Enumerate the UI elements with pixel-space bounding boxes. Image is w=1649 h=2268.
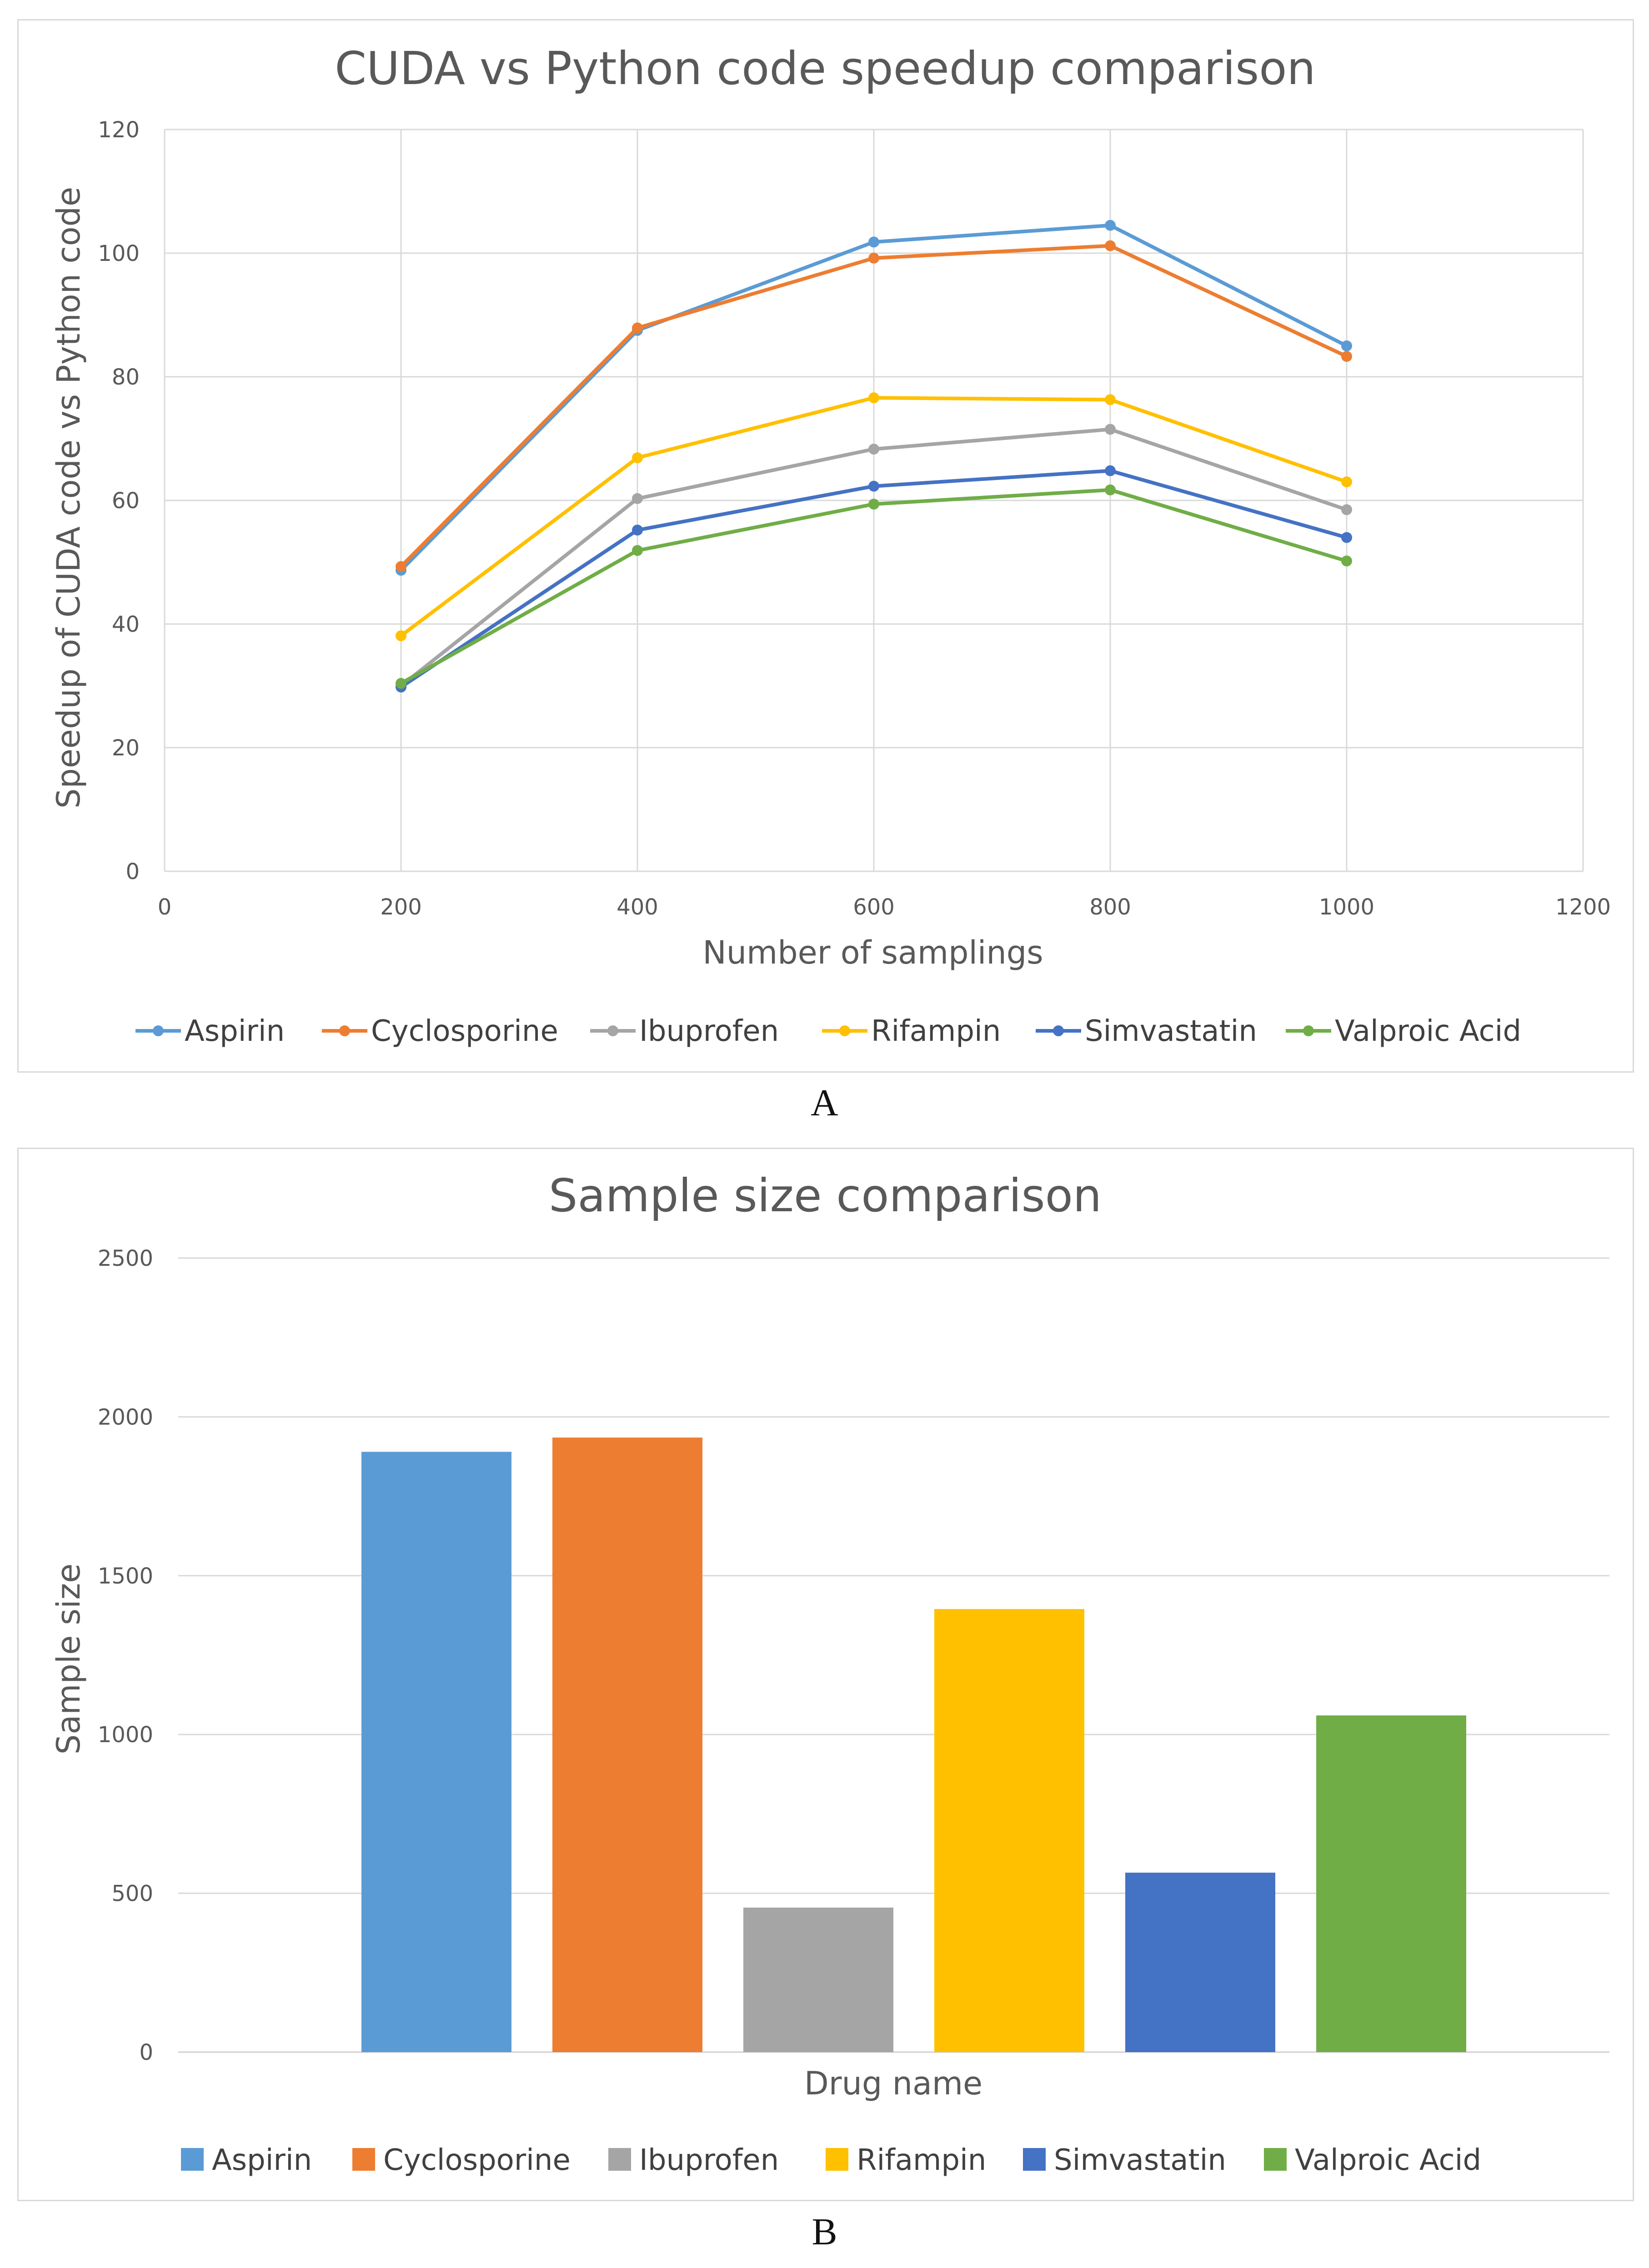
bar-aspirin bbox=[361, 1452, 511, 2052]
chart-b-y-tick-label: 1500 bbox=[98, 1564, 153, 1589]
legend-marker-rifampin bbox=[839, 1025, 850, 1036]
chart-b-y-tick-label: 500 bbox=[111, 1881, 153, 1907]
chart-a-gridlines bbox=[164, 129, 1584, 872]
data-point-valproic-acid bbox=[868, 499, 879, 510]
legend-marker-aspirin bbox=[153, 1025, 164, 1036]
speedup-chart-panel bbox=[17, 19, 1634, 1073]
legend-label-aspirin: Aspirin bbox=[212, 2143, 312, 2177]
legend-swatch-simvastatin bbox=[1023, 2148, 1046, 2171]
panel-label-b: B bbox=[812, 2211, 837, 2253]
chart-a-y-tick-label: 0 bbox=[125, 859, 140, 884]
data-point-simvastatin bbox=[1105, 465, 1116, 476]
legend-swatch-cyclosporine bbox=[352, 2148, 375, 2171]
data-point-rifampin bbox=[1341, 476, 1352, 488]
chart-a-x-tick-label: 0 bbox=[158, 894, 172, 920]
legend-label-simvastatin: Simvastatin bbox=[1054, 2143, 1226, 2177]
chart-a-y-tick-label: 120 bbox=[98, 117, 140, 143]
legend-label-cyclosporine: Cyclosporine bbox=[383, 2143, 571, 2177]
legend-marker-ibuprofen bbox=[607, 1025, 618, 1036]
chart-b-y-tick-label: 1000 bbox=[98, 1722, 153, 1748]
data-point-cyclosporine bbox=[396, 561, 406, 572]
chart-a-y-tick-label: 40 bbox=[112, 612, 140, 637]
chart-a-title: CUDA vs Python code speedup comparison bbox=[335, 42, 1316, 95]
chart-b-tick-labels: 0 500 1000 1500 2000 2500 bbox=[98, 1246, 153, 2065]
bar-simvastatin bbox=[1125, 1873, 1275, 2052]
data-point-ibuprofen bbox=[1341, 504, 1352, 515]
data-point-simvastatin bbox=[868, 480, 879, 492]
data-point-valproic-acid bbox=[1105, 484, 1116, 495]
legend-swatch-rifampin bbox=[826, 2148, 848, 2171]
chart-a-y-tick-label: 60 bbox=[112, 488, 140, 514]
chart-a-x-tick-label: 1000 bbox=[1319, 894, 1374, 920]
legend-label-rifampin: Rifampin bbox=[857, 2143, 986, 2177]
data-point-aspirin bbox=[1105, 220, 1116, 231]
data-point-cyclosporine bbox=[1105, 240, 1116, 251]
chart-a-x-axis-title: Number of samplings bbox=[702, 934, 1043, 971]
data-point-valproic-acid bbox=[1341, 555, 1352, 567]
chart-a-legend: Aspirin Cyclosporine Ibuprofen Rifampin Simv… bbox=[135, 1014, 1521, 1048]
chart-a-y-tick-label: 100 bbox=[98, 241, 140, 266]
legend-swatch-ibuprofen bbox=[608, 2148, 631, 2171]
data-point-simvastatin bbox=[1341, 532, 1352, 543]
data-point-cyclosporine bbox=[868, 252, 879, 264]
data-point-ibuprofen bbox=[632, 493, 643, 504]
legend-marker-cyclosporine bbox=[339, 1025, 350, 1036]
chart-b-x-axis-title: Drug name bbox=[804, 2065, 982, 2102]
legend-label-rifampin: Rifampin bbox=[871, 1014, 1001, 1048]
legend-label-valproic-acid: Valproic Acid bbox=[1295, 2143, 1481, 2177]
legend-label-ibuprofen: Ibuprofen bbox=[639, 2143, 779, 2177]
chart-b-legend: Aspirin Cyclosporine Ibuprofen Rifampin Simv… bbox=[181, 2143, 1481, 2177]
legend-label-valproic-acid: Valproic Acid bbox=[1335, 1014, 1521, 1048]
data-point-ibuprofen bbox=[868, 444, 879, 455]
chart-a-y-tick-label: 20 bbox=[112, 735, 140, 761]
chart-b-title: Sample size comparison bbox=[549, 1169, 1102, 1222]
panel-label-a: A bbox=[811, 1082, 838, 1124]
chart-a-x-tick-label: 1200 bbox=[1555, 894, 1611, 920]
legend-label-cyclosporine: Cyclosporine bbox=[371, 1014, 558, 1048]
bar-valproic-acid bbox=[1316, 1715, 1466, 2052]
data-point-cyclosporine bbox=[632, 322, 643, 334]
bar-rifampin bbox=[934, 1609, 1084, 2052]
chart-b-y-tick-label: 2000 bbox=[98, 1404, 153, 1430]
legend-swatch-valproic-acid bbox=[1264, 2148, 1287, 2171]
data-point-ibuprofen bbox=[1105, 424, 1116, 435]
legend-marker-valproic-acid bbox=[1303, 1025, 1314, 1036]
data-point-rifampin bbox=[632, 452, 643, 464]
legend-swatch-aspirin bbox=[181, 2148, 204, 2171]
data-point-rifampin bbox=[868, 392, 879, 404]
data-point-valproic-acid bbox=[396, 678, 406, 689]
data-point-simvastatin bbox=[632, 525, 643, 536]
legend-label-simvastatin: Simvastatin bbox=[1085, 1014, 1257, 1048]
data-point-aspirin bbox=[1341, 340, 1352, 351]
chart-b-y-tick-label: 0 bbox=[139, 2040, 153, 2065]
chart-a-x-tick-label: 600 bbox=[853, 894, 895, 920]
legend-label-aspirin: Aspirin bbox=[185, 1014, 285, 1048]
chart-b-y-tick-label: 2500 bbox=[98, 1246, 153, 1271]
chart-a-y-axis-title: Speedup of CUDA code vs Python code bbox=[50, 187, 87, 809]
data-point-rifampin bbox=[396, 630, 406, 641]
data-point-rifampin bbox=[1105, 394, 1116, 405]
legend-marker-simvastatin bbox=[1053, 1025, 1064, 1036]
legend-label-ibuprofen: Ibuprofen bbox=[639, 1014, 779, 1048]
chart-b-y-axis-title: Sample size bbox=[50, 1564, 87, 1754]
chart-a-y-tick-label: 80 bbox=[112, 365, 140, 390]
data-point-cyclosporine bbox=[1341, 351, 1352, 362]
chart-a-x-tick-label: 800 bbox=[1089, 894, 1131, 920]
data-point-aspirin bbox=[868, 236, 879, 248]
data-point-valproic-acid bbox=[632, 545, 643, 556]
chart-a-series bbox=[396, 220, 1352, 693]
bar-cyclosporine bbox=[552, 1437, 702, 2052]
chart-b-bars bbox=[361, 1437, 1466, 2052]
chart-a-x-tick-label: 200 bbox=[380, 894, 422, 920]
chart-a-x-tick-label: 400 bbox=[616, 894, 658, 920]
bar-ibuprofen bbox=[743, 1908, 893, 2052]
